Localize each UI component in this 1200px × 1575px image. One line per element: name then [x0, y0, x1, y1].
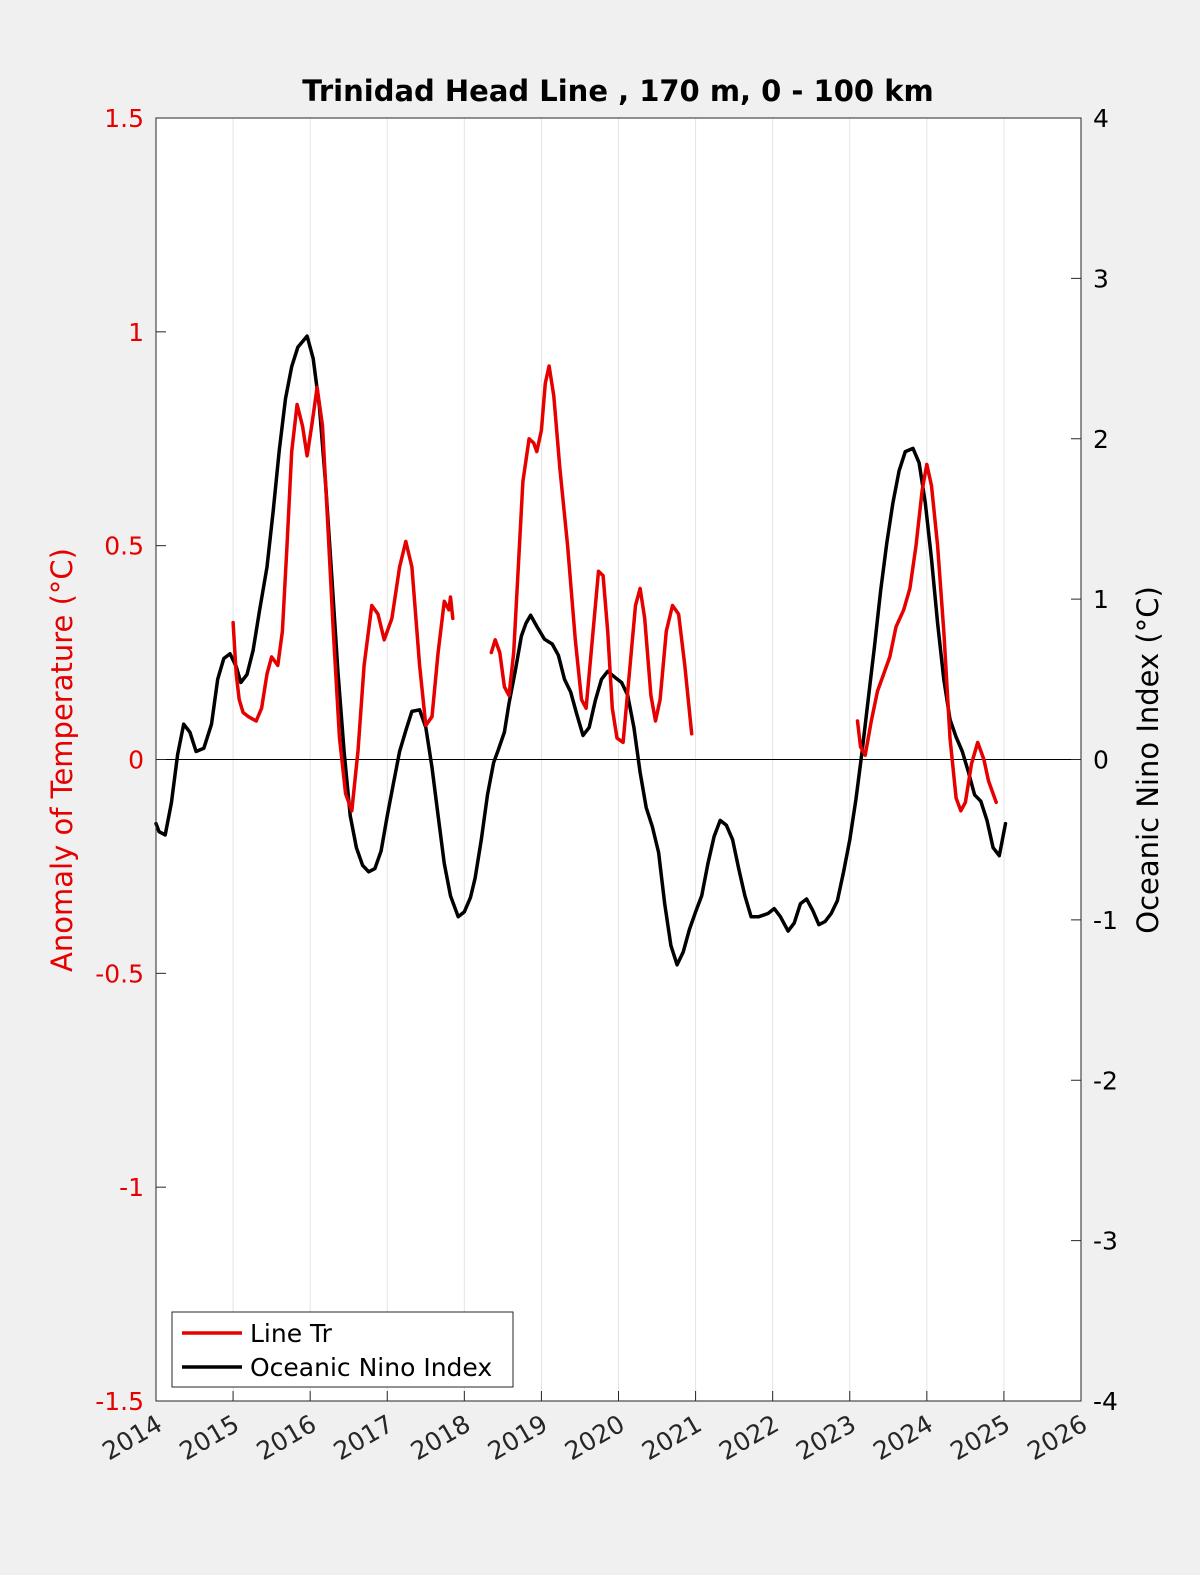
x-tick-label: 2016	[252, 1409, 322, 1466]
left-y-axis: -1.5 -1 -0.5 0 0.5 1 1.5	[95, 104, 166, 1416]
x-tick-label: 2022	[714, 1409, 784, 1466]
right-axis-label: Oceanic Nino Index (°C)	[1131, 586, 1165, 934]
series-layer	[154, 334, 1008, 967]
legend-label-oni: Oceanic Nino Index	[250, 1353, 492, 1382]
left-y-tick-label: 1	[128, 318, 144, 347]
right-y-tick-label: 4	[1093, 104, 1109, 133]
legend: Line Tr Oceanic Nino Index	[171, 1311, 514, 1388]
right-y-tick-label: -3	[1093, 1227, 1118, 1256]
x-tick-label: 2015	[174, 1409, 244, 1466]
right-y-tick-label: 2	[1093, 425, 1109, 454]
x-tick-label: 2014	[97, 1409, 167, 1466]
x-tick-label: 2021	[637, 1409, 707, 1466]
right-y-tick-label: 1	[1093, 585, 1109, 614]
right-y-tick-label: -4	[1093, 1387, 1118, 1416]
legend-label-line-tr: Line Tr	[250, 1319, 333, 1348]
line-tr-series-segment	[231, 385, 455, 813]
legend-box	[171, 1311, 514, 1388]
x-tick-label: 2026	[1022, 1409, 1092, 1466]
x-tick-label: 2018	[406, 1409, 476, 1466]
right-y-tick-label: -2	[1093, 1066, 1118, 1095]
right-y-axis: -4 -3 -2 -1 0 1 2 3 4	[1071, 104, 1118, 1416]
line-tr-series-segment	[489, 364, 694, 745]
left-y-tick-label: 0	[128, 746, 144, 775]
x-tick-label: 2024	[868, 1409, 938, 1466]
x-axis: 2014 2015 2016 2017 2018 2019 2020 2021 2022 2023…	[97, 1391, 1092, 1466]
left-y-tick-label: -1.5	[95, 1387, 144, 1416]
x-tick-label: 2025	[945, 1409, 1015, 1466]
line-tr-series-segment	[855, 462, 998, 813]
oni-series-line	[154, 334, 1008, 967]
right-y-tick-label: -1	[1093, 906, 1118, 935]
left-y-tick-label: -0.5	[95, 959, 144, 988]
x-tick-label: 2023	[791, 1409, 861, 1466]
x-tick-label: 2019	[483, 1409, 553, 1466]
left-y-tick-label: -1	[119, 1173, 144, 1202]
left-y-tick-label: 1.5	[104, 104, 144, 133]
chart-title: Trinidad Head Line , 170 m, 0 - 100 km	[302, 74, 933, 108]
left-y-tick-label: 0.5	[104, 532, 144, 561]
x-tick-label: 2020	[560, 1409, 630, 1466]
x-tick-label: 2017	[329, 1409, 399, 1466]
right-y-tick-label: 3	[1093, 264, 1109, 293]
left-axis-label: Anomaly of Temperature (°C)	[45, 548, 79, 972]
right-y-tick-label: 0	[1093, 746, 1109, 775]
